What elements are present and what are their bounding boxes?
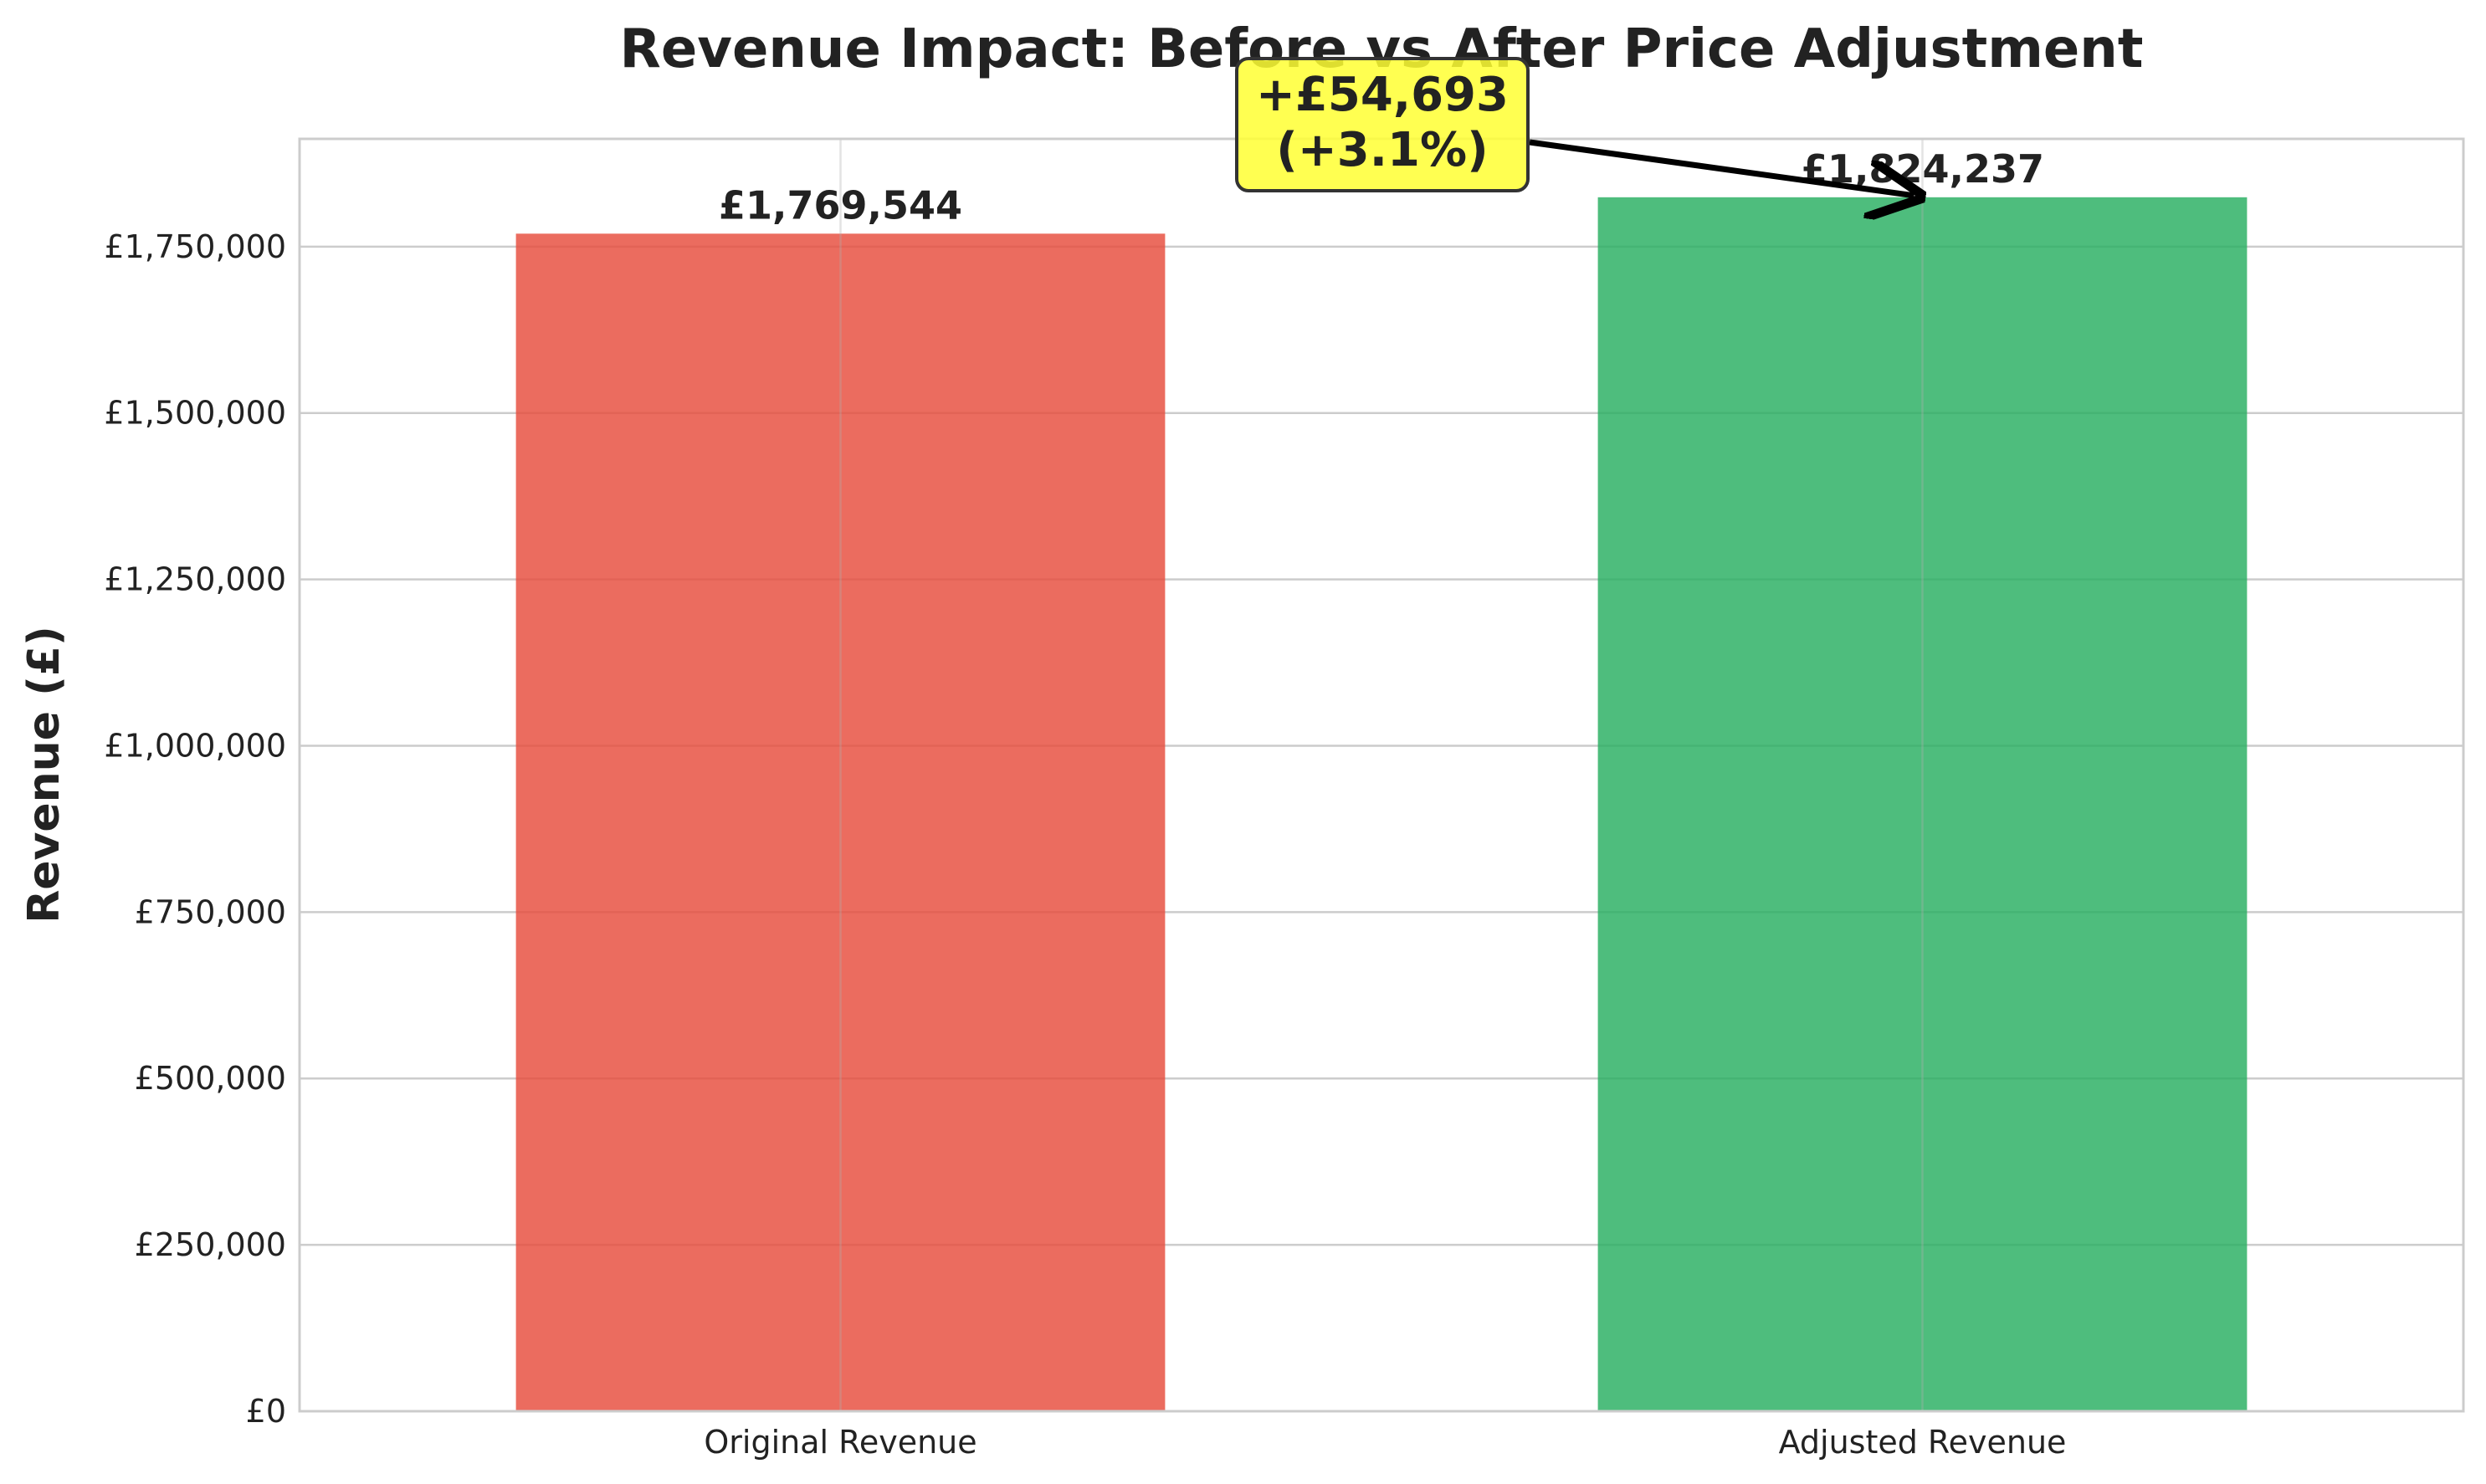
x-axis-ticks: Original Revenue Adjusted Revenue <box>704 1424 2066 1461</box>
x-tick-label: Original Revenue <box>704 1424 976 1461</box>
bar-adjusted-revenue <box>1597 197 2248 1411</box>
annotation-box <box>1235 57 1530 192</box>
y-tick-label: £0 <box>246 1393 286 1430</box>
change-annotation: +£54,693 (+3.1%) <box>1235 57 1914 196</box>
bars <box>515 197 2248 1412</box>
annotation-amount: +£54,693 <box>1256 68 1509 122</box>
y-axis-ticks: £0 £250,000 £500,000 £750,000 £1,000,000 £1,2… <box>104 228 286 1430</box>
bar-original-revenue <box>515 233 1166 1412</box>
annotation-percent: (+3.1%) <box>1276 123 1488 177</box>
y-axis-label: Revenue (£) <box>19 626 69 924</box>
vertical-gridlines <box>839 139 1924 1411</box>
y-tick-label: £1,250,000 <box>104 561 286 598</box>
value-label: £1,769,544 <box>719 182 962 228</box>
y-tick-label: £1,000,000 <box>104 727 286 764</box>
y-tick-label: £1,500,000 <box>104 395 286 432</box>
y-tick-label: £250,000 <box>135 1226 286 1263</box>
y-tick-label: £750,000 <box>135 893 286 930</box>
y-tick-label: £500,000 <box>135 1060 286 1097</box>
y-tick-label: £1,750,000 <box>104 228 286 265</box>
x-tick-label: Adjusted Revenue <box>1779 1424 2067 1461</box>
annotation-arrow <box>1529 139 1914 196</box>
